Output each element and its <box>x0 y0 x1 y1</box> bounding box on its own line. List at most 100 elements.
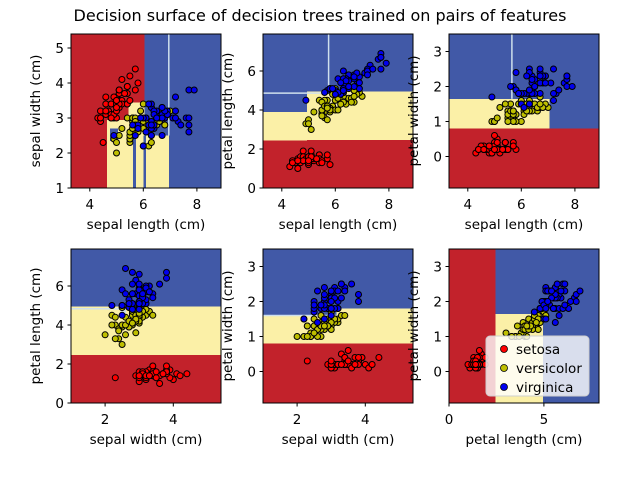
scatter-point-versicolor <box>113 149 120 157</box>
subplot-1: 4 6 8 1 2 3 4 5 sepal length (cm) sepal width (cm… <box>28 33 222 233</box>
scatter-point-setosa <box>337 361 345 368</box>
y-tick-label: 4 <box>247 103 256 119</box>
y-tick-label: 2 <box>433 79 442 95</box>
scatter-point-setosa <box>102 93 110 101</box>
decision-region-red <box>71 119 108 189</box>
decision-region-yellow <box>336 308 413 344</box>
scatter-point-virginica <box>320 315 328 323</box>
scatter-point-setosa <box>152 368 160 376</box>
scatter-point-virginica <box>339 87 347 94</box>
y-tick-label: 6 <box>247 64 256 80</box>
decision-region-blue <box>133 135 136 188</box>
scatter-point-virginica <box>145 288 153 296</box>
y-tick-label: 2 <box>247 142 256 158</box>
legend-marker-setosa <box>500 345 508 353</box>
x-tick-label: 2 <box>101 412 110 428</box>
scatter-point-setosa <box>156 380 164 387</box>
scatter-point-versicolor <box>122 331 129 339</box>
scatter-point-setosa <box>113 104 120 111</box>
scatter-point-setosa <box>183 370 191 378</box>
scatter-point-virginica <box>563 72 571 80</box>
x-tick-label: 4 <box>464 197 473 213</box>
scatter-point-virginica <box>139 142 147 150</box>
scatter-point-setosa <box>102 107 110 115</box>
scatter-point-versicolor <box>113 139 120 146</box>
scatter-point-virginica <box>145 100 153 108</box>
y-tick-label: 2 <box>55 146 64 162</box>
scatter-point-virginica <box>530 308 538 316</box>
scatter-point-virginica <box>163 268 170 276</box>
y-tick-label: 3 <box>433 44 442 60</box>
scatter-point-virginica <box>327 298 335 305</box>
scatter-point-setosa <box>176 372 184 380</box>
figure-title: Decision surface of decision trees train… <box>73 6 567 25</box>
scatter-point-virginica <box>147 132 155 139</box>
scatter-point-virginica <box>172 107 179 115</box>
scatter-point-virginica <box>177 121 185 129</box>
scatter-point-virginica <box>172 114 179 122</box>
y-tick-label: 1 <box>433 114 442 130</box>
scatter-point-virginica <box>185 128 193 136</box>
scatter-point-virginica <box>320 291 328 298</box>
scatter-point-virginica <box>135 305 143 313</box>
y-axis-label: petal width (cm) <box>406 55 422 166</box>
scatter-point-setosa <box>113 97 120 104</box>
decision-region-red <box>263 140 413 188</box>
axes-frame <box>262 33 414 189</box>
scatter-point-virginica <box>125 300 133 308</box>
scatter-point-versicolor <box>108 321 116 329</box>
scatter-point-virginica <box>310 301 318 309</box>
axes-frame <box>448 248 600 404</box>
y-tick-label: 0 <box>433 364 442 380</box>
axes-frame <box>70 248 222 404</box>
scatter-point-versicolor <box>111 335 119 343</box>
scatter-point-virginica <box>147 121 155 129</box>
scatter-point-setosa <box>323 151 331 159</box>
scatter-point-virginica <box>337 79 345 87</box>
scatter-point-setosa <box>299 147 307 155</box>
scatter-point-virginica <box>185 121 193 129</box>
scatter-point-virginica <box>523 72 531 80</box>
scatter-point-virginica <box>549 305 557 312</box>
scatter-point-setosa <box>163 362 170 370</box>
scatter-point-virginica <box>320 284 328 291</box>
scatter-point-virginica <box>542 305 550 312</box>
scatter-point-virginica <box>185 114 193 122</box>
scatter-point-virginica <box>541 79 549 87</box>
scatter-point-setosa <box>152 374 160 382</box>
y-tick-label: 2 <box>55 357 64 373</box>
scatter-point-setosa <box>107 114 115 122</box>
scatter-point-versicolor <box>303 322 311 330</box>
scatter-point-versicolor <box>111 313 119 321</box>
scatter-point-setosa <box>126 72 134 80</box>
scatter-point-virginica <box>135 270 143 278</box>
scatter-point-versicolor <box>509 107 517 115</box>
scatter-point-virginica <box>531 83 539 90</box>
scatter-point-setosa <box>134 79 142 87</box>
scatter-point-virginica <box>345 83 353 91</box>
subplot-3: 4 6 8 0 1 2 3 sepal length (cm) petal width (cm) <box>406 33 600 233</box>
scatter-point-virginica <box>135 280 143 288</box>
scatter-point-versicolor <box>496 104 504 111</box>
scatter-point-virginica <box>488 93 496 101</box>
scatter-point-virginica <box>302 96 310 104</box>
y-tick-label: 0 <box>55 396 64 412</box>
scatter-point-versicolor <box>523 322 531 330</box>
scatter-point-virginica <box>550 90 557 97</box>
x-tick-label: 6 <box>517 197 526 213</box>
y-tick-label: 1 <box>55 181 64 197</box>
scatter-point-virginica <box>350 73 358 81</box>
y-tick-label: 4 <box>55 318 64 334</box>
scatter-point-virginica <box>118 311 126 319</box>
y-tick-label: 1 <box>433 329 442 345</box>
scatter-point-virginica <box>536 72 544 80</box>
scatter-point-virginica <box>110 132 118 139</box>
scatter-point-virginica <box>317 301 325 309</box>
legend-label-setosa: setosa <box>516 342 560 358</box>
scatter-point-setosa <box>493 139 501 146</box>
scatter-point-virginica <box>334 287 342 295</box>
x-tick-label: 6 <box>139 197 148 213</box>
legend-marker-virginica <box>500 383 508 391</box>
scatter-point-setosa <box>375 354 383 361</box>
axes-frame <box>262 248 414 404</box>
